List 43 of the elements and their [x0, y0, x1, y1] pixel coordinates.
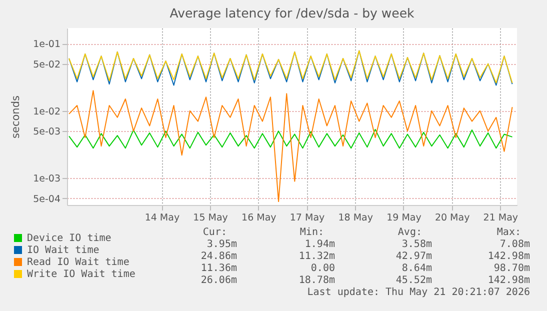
y-axis-title: seconds: [10, 96, 22, 138]
legend-label: Read IO Wait time: [27, 257, 130, 268]
y-tick-label: 5e-03: [33, 126, 60, 138]
text: 98.70m: [494, 263, 530, 275]
text: 3.58m: [402, 239, 432, 251]
text: 3.95m: [206, 239, 237, 251]
y-tick-label: 1e-01: [33, 39, 60, 50]
text: 18.78m: [298, 275, 335, 287]
chart-title: Average latency for /dev/sda - by week: [170, 6, 416, 20]
text: 45.52m: [396, 275, 432, 287]
line-series: [68, 128, 513, 149]
text: 8.64m: [402, 263, 432, 275]
text: Last update: Thu May 21 20:21:07 2026: [307, 287, 530, 299]
text: 142.98m: [488, 275, 530, 287]
text: 142.98m: [488, 251, 530, 263]
x-tick-label: 21 May: [483, 212, 518, 224]
text: 26.06m: [200, 275, 237, 287]
x-tick-label: 16 May: [242, 212, 277, 224]
y-tick-label: 5e-02: [33, 59, 60, 70]
legend-label: Write IO Wait time: [27, 269, 136, 280]
x-tick-label: 20 May: [434, 212, 470, 224]
x-tick-label: 15 May: [193, 212, 228, 224]
text: Max:: [496, 227, 521, 239]
text: Min:: [300, 227, 324, 239]
text: 42.97m: [396, 251, 432, 263]
text: Cur:: [202, 227, 227, 239]
x-tick-label: 17 May: [290, 212, 326, 224]
x-tick-label: 18 May: [338, 212, 374, 224]
text: 7.08m: [500, 239, 530, 251]
x-tick-label: 19 May: [386, 212, 422, 224]
y-tick-label: 1e-03: [33, 174, 60, 185]
text: 24.86m: [200, 251, 237, 263]
y-tick-label: 1e-02: [33, 106, 60, 118]
legend-label: IO Wait time: [27, 245, 100, 256]
text: 11.36m: [200, 263, 237, 275]
text: 1.94m: [304, 239, 335, 251]
text: 0.00: [310, 263, 335, 275]
y-tick-label: 5e-04: [33, 194, 60, 205]
x-tick-label: 14 May: [144, 212, 180, 224]
line-series: [68, 90, 513, 202]
legend-label: Device IO time: [27, 233, 112, 244]
text: Avg:: [398, 227, 422, 239]
text: 11.32m: [298, 251, 335, 263]
